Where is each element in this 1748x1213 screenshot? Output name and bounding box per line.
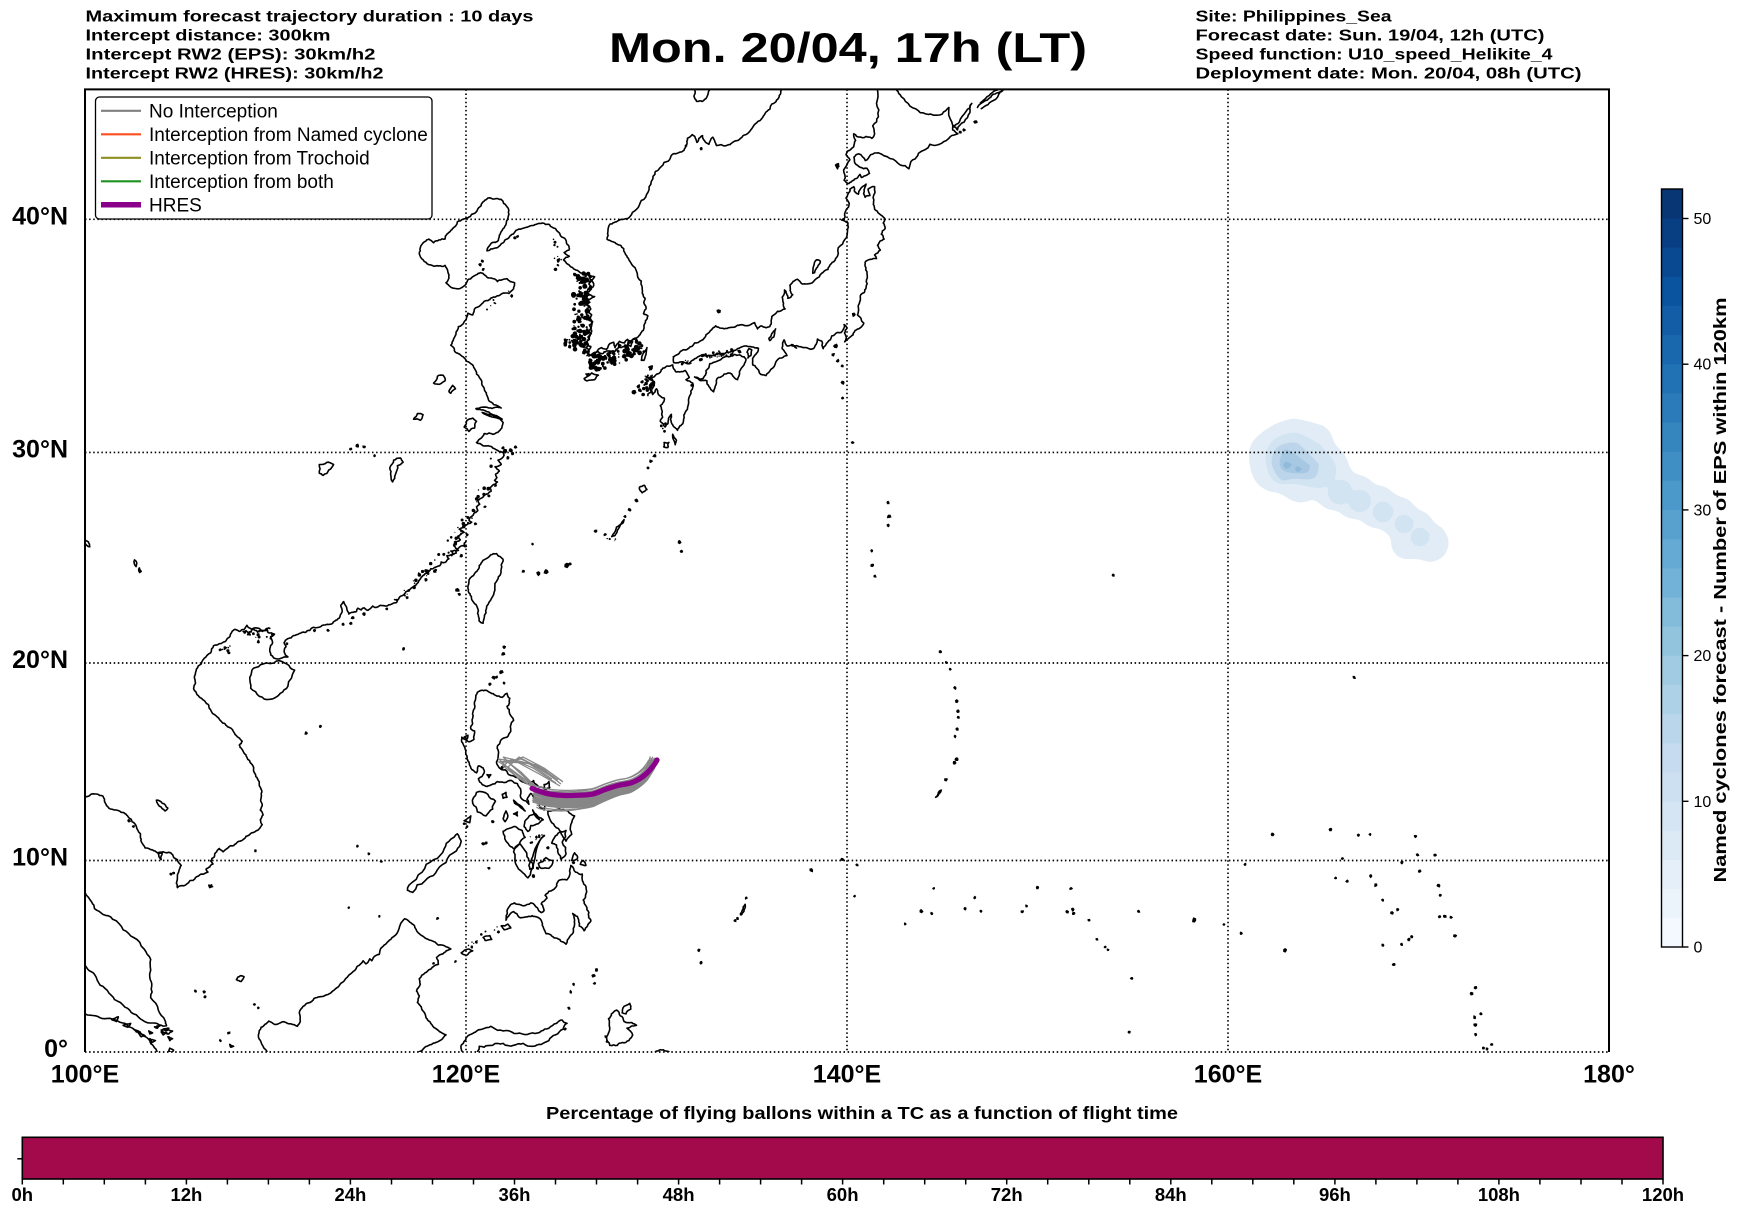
svg-text:Maximum forecast trajectory du: Maximum forecast trajectory duration : 1… xyxy=(86,9,534,26)
svg-text:Percentage of flying ballons w: Percentage of flying ballons within a TC… xyxy=(546,1103,1178,1123)
svg-text:Forecast date: Sun. 19/04, 12h: Forecast date: Sun. 19/04, 12h (UTC) xyxy=(1196,27,1545,44)
svg-text:160°E: 160°E xyxy=(1194,1061,1262,1089)
svg-text:0: 0 xyxy=(1694,940,1703,957)
svg-text:Interception from Named cyclon: Interception from Named cyclone xyxy=(149,125,428,146)
svg-text:Named cyclones forecast - Numb: Named cyclones forecast - Number of EPS … xyxy=(1710,298,1730,883)
svg-text:Speed function: U10_speed_Heli: Speed function: U10_speed_Helikite_4 xyxy=(1196,46,1553,63)
svg-text:HRES: HRES xyxy=(149,195,202,216)
svg-text:Intercept distance: 300km: Intercept distance: 300km xyxy=(86,27,331,44)
svg-text:120h: 120h xyxy=(1642,1184,1684,1205)
svg-text:Interception from both: Interception from both xyxy=(149,172,334,193)
svg-text:50: 50 xyxy=(1694,211,1712,228)
svg-text:Site: Philippines_Sea: Site: Philippines_Sea xyxy=(1196,9,1392,26)
svg-text:0°: 0° xyxy=(44,1035,68,1063)
svg-text:40: 40 xyxy=(1694,357,1712,374)
svg-text:72h: 72h xyxy=(991,1184,1023,1205)
svg-text:40°N: 40°N xyxy=(12,203,68,231)
svg-text:10°N: 10°N xyxy=(12,844,68,872)
svg-text:Intercept RW2 (HRES): 30km/h2: Intercept RW2 (HRES): 30km/h2 xyxy=(86,65,384,82)
svg-text:108h: 108h xyxy=(1478,1184,1520,1205)
svg-text:140°E: 140°E xyxy=(813,1061,881,1089)
svg-text:30°N: 30°N xyxy=(12,436,68,464)
svg-text:180°: 180° xyxy=(1583,1061,1635,1089)
svg-text:24h: 24h xyxy=(334,1184,366,1205)
svg-text:No Interception: No Interception xyxy=(149,101,278,122)
svg-text:Interception from Trochoid: Interception from Trochoid xyxy=(149,148,370,169)
svg-text:Intercept RW2 (EPS): 30km/h2: Intercept RW2 (EPS): 30km/h2 xyxy=(86,46,376,63)
svg-text:20°N: 20°N xyxy=(12,646,68,674)
svg-text:20: 20 xyxy=(1694,648,1712,665)
svg-text:Deployment date: Mon. 20/04, 0: Deployment date: Mon. 20/04, 08h (UTC) xyxy=(1196,65,1582,82)
svg-text:84h: 84h xyxy=(1155,1184,1187,1205)
svg-text:100°E: 100°E xyxy=(51,1061,119,1089)
svg-text:48h: 48h xyxy=(663,1184,695,1205)
svg-text:60h: 60h xyxy=(827,1184,859,1205)
svg-text:Mon. 20/04, 17h (LT): Mon. 20/04, 17h (LT) xyxy=(609,24,1087,71)
svg-text:10: 10 xyxy=(1694,794,1712,811)
svg-text:0h: 0h xyxy=(12,1184,34,1205)
svg-text:36h: 36h xyxy=(499,1184,531,1205)
svg-text:12h: 12h xyxy=(170,1184,202,1205)
svg-text:120°E: 120°E xyxy=(432,1061,500,1089)
svg-text:30: 30 xyxy=(1694,502,1712,519)
svg-text:96h: 96h xyxy=(1319,1184,1351,1205)
